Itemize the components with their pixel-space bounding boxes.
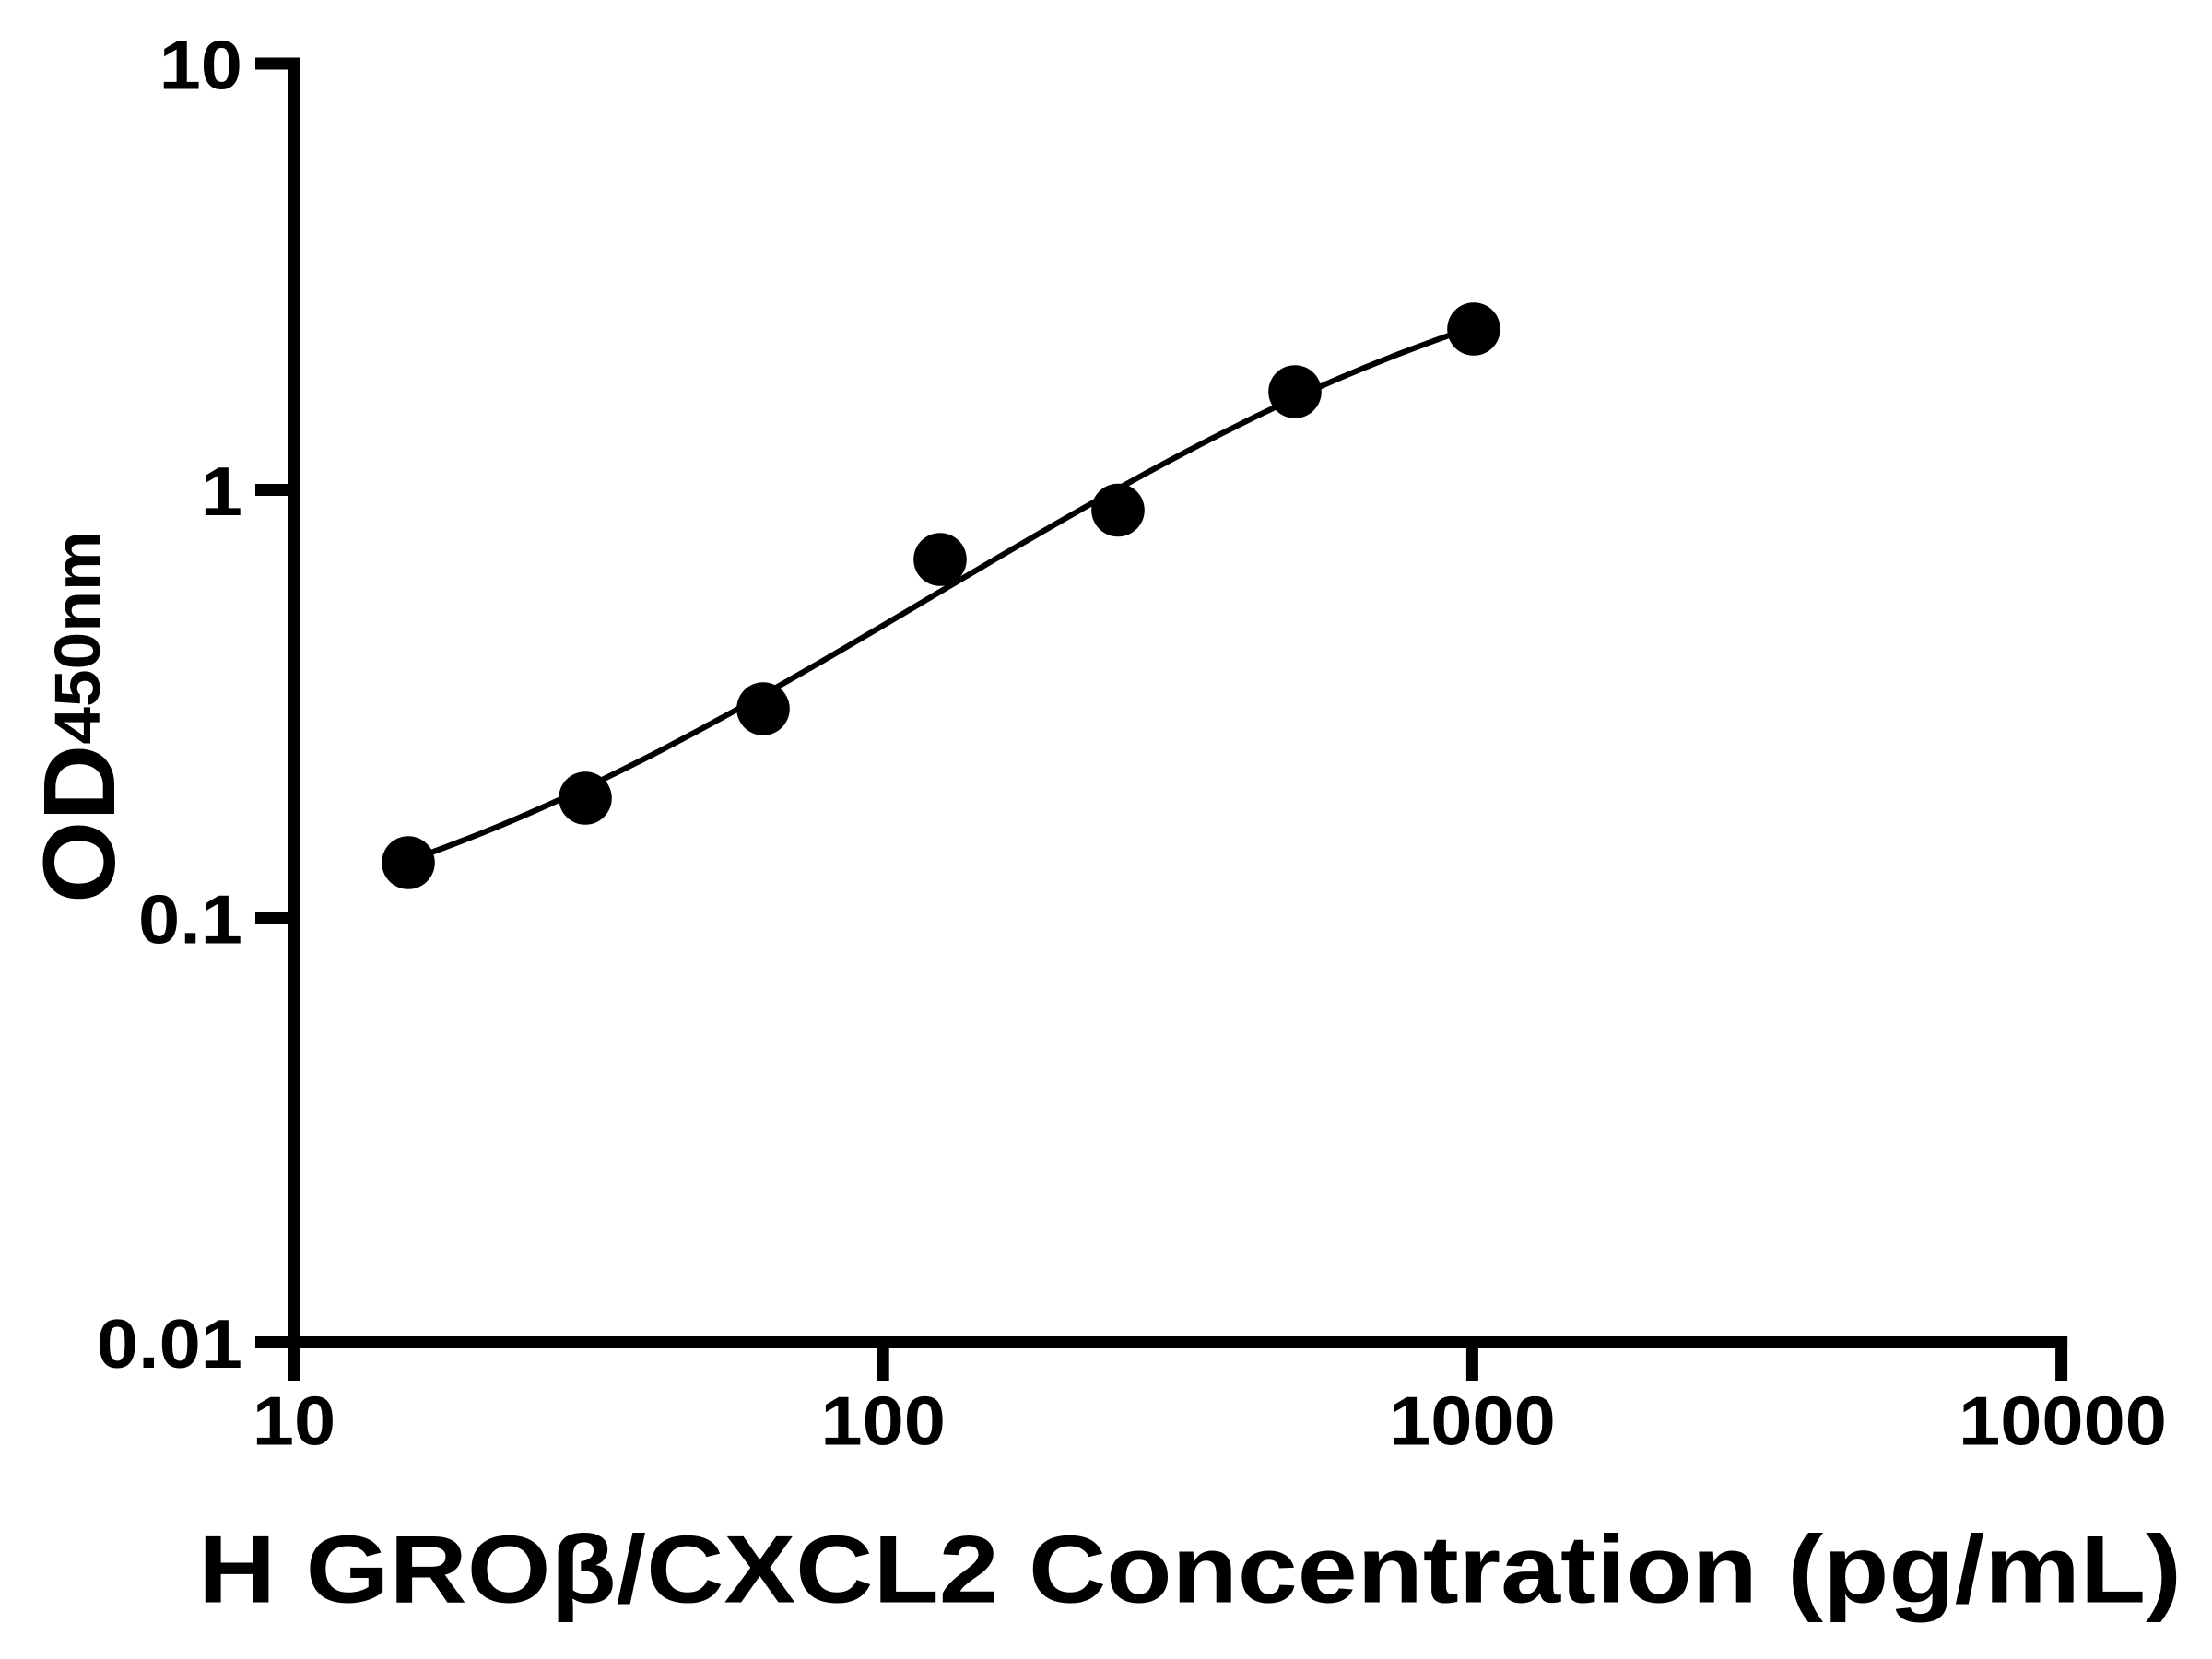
svg-text:H GROβ/CXCL2 Concentration (pg: H GROβ/CXCL2 Concentration (pg/mL) <box>198 1517 2182 1624</box>
svg-text:1000: 1000 <box>1389 1382 1556 1460</box>
svg-text:10: 10 <box>253 1382 335 1460</box>
svg-text:10: 10 <box>159 26 242 103</box>
svg-text:100: 100 <box>820 1382 946 1460</box>
svg-text:10000: 10000 <box>1959 1382 2167 1460</box>
svg-text:0.01: 0.01 <box>97 1305 242 1382</box>
svg-text:1: 1 <box>201 453 242 530</box>
svg-text:0.1: 0.1 <box>138 880 242 958</box>
svg-text:OD450nm: OD450nm <box>23 531 136 903</box>
